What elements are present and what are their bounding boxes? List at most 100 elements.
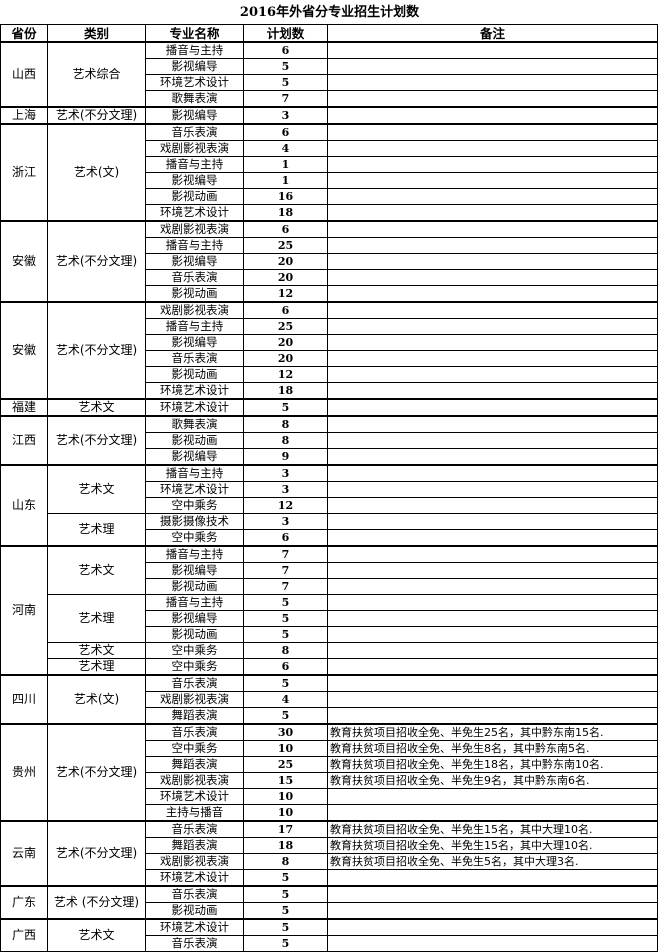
table-row: 影视动画 12 xyxy=(1,366,658,383)
major-cell: 音乐表演 xyxy=(145,935,244,952)
category-cell: 艺术理 xyxy=(47,658,146,676)
note-cell xyxy=(327,885,658,903)
note-cell xyxy=(327,626,658,643)
count-cell: 4 xyxy=(243,140,328,157)
major-cell: 摄影摄像技术 xyxy=(145,513,244,530)
major-cell: 戏剧影视表演 xyxy=(145,691,244,708)
table-row: 影视编导 20 xyxy=(1,334,658,351)
major-cell: 舞蹈表演 xyxy=(145,837,244,854)
count-cell: 20 xyxy=(243,350,328,367)
note-cell xyxy=(327,497,658,514)
major-cell: 音乐表演 xyxy=(145,123,244,141)
note-cell xyxy=(327,253,658,270)
category-cell: 艺术(文) xyxy=(47,123,146,222)
major-cell: 空中乘务 xyxy=(145,658,244,676)
major-cell: 空中乘务 xyxy=(145,642,244,659)
category-cell: 艺术(不分文理) xyxy=(47,220,146,303)
count-cell: 3 xyxy=(243,106,328,125)
note-cell xyxy=(327,106,658,125)
major-cell: 播音与主持 xyxy=(145,156,244,173)
table-row: 空中乘务 12 xyxy=(1,497,658,514)
province-cell: 安徽 xyxy=(0,301,48,400)
count-cell: 9 xyxy=(243,448,328,466)
note-cell: 教育扶贫项目招收全免、半免生8名，其中黔东南5名. xyxy=(327,740,658,757)
major-cell: 影视编导 xyxy=(145,610,244,627)
major-cell: 舞蹈表演 xyxy=(145,756,244,773)
category-cell: 艺术文 xyxy=(47,918,146,952)
major-cell: 影视编导 xyxy=(145,106,244,125)
category-cell: 艺术(不分文理) xyxy=(47,723,146,822)
major-cell: 环境艺术设计 xyxy=(145,788,244,805)
category-cell: 艺术文 xyxy=(47,464,146,514)
count-cell: 18 xyxy=(243,204,328,222)
table-row: 环境艺术设计 5 xyxy=(1,74,658,91)
note-cell: 教育扶贫项目招收全免、半免生15名，其中大理10名. xyxy=(327,837,658,854)
count-cell: 7 xyxy=(243,578,328,595)
note-cell xyxy=(327,674,658,692)
count-cell: 5 xyxy=(243,918,328,936)
count-cell: 25 xyxy=(243,237,328,254)
table-row: 江西 艺术(不分文理) 歌舞表演 8 xyxy=(0,415,658,466)
note-cell: 教育扶贫项目招收全免、半免生25名，其中黔东南15名. xyxy=(327,723,658,741)
note-cell xyxy=(327,804,658,822)
count-cell: 5 xyxy=(243,707,328,725)
count-cell: 12 xyxy=(243,366,328,383)
count-cell: 10 xyxy=(243,740,328,757)
province-cell: 浙江 xyxy=(0,123,48,222)
count-cell: 20 xyxy=(243,334,328,351)
count-cell: 6 xyxy=(243,220,328,238)
major-cell: 播音与主持 xyxy=(145,41,244,59)
table-row: 贵州 艺术(不分文理) 音乐表演 30 教育扶贫项目招收全免、半免生25名，其中黔东南1… xyxy=(0,723,658,822)
category-cell: 艺术理 xyxy=(47,513,146,547)
note-cell xyxy=(327,58,658,75)
header-major: 专业名称 xyxy=(145,24,244,43)
table-row: 山东 艺术文 播音与主持 3 xyxy=(0,464,658,547)
count-cell: 5 xyxy=(243,58,328,75)
major-cell: 音乐表演 xyxy=(145,723,244,741)
table-row: 主持与播音 10 xyxy=(1,804,658,822)
major-cell: 空中乘务 xyxy=(145,529,244,547)
table-row: 广西 艺术文 环境艺术设计 5 xyxy=(0,918,658,952)
table-row: 浙江 艺术(文) 音乐表演 6 xyxy=(0,123,658,222)
table-row: 影视编导 5 xyxy=(1,58,658,75)
count-cell: 5 xyxy=(243,626,328,643)
note-cell xyxy=(327,935,658,952)
count-cell: 20 xyxy=(243,253,328,270)
major-cell: 戏剧影视表演 xyxy=(145,853,244,870)
note-cell xyxy=(327,90,658,108)
note-cell xyxy=(327,707,658,725)
count-cell: 17 xyxy=(243,820,328,838)
count-cell: 5 xyxy=(243,885,328,903)
major-cell: 音乐表演 xyxy=(145,885,244,903)
province-cell: 贵州 xyxy=(0,723,48,822)
count-cell: 5 xyxy=(243,610,328,627)
note-cell xyxy=(327,610,658,627)
note-cell xyxy=(327,220,658,238)
count-cell: 18 xyxy=(243,837,328,854)
header-category: 类别 xyxy=(47,24,146,43)
header-count: 计划数 xyxy=(243,24,328,43)
province-cell: 广东 xyxy=(0,885,48,920)
major-cell: 音乐表演 xyxy=(145,269,244,286)
count-cell: 6 xyxy=(243,123,328,141)
table-row: 艺术理 播音与主持 5 xyxy=(1,594,658,643)
count-cell: 16 xyxy=(243,188,328,205)
note-cell xyxy=(327,578,658,595)
major-cell: 环境艺术设计 xyxy=(145,382,244,400)
category-cell: 艺术综合 xyxy=(47,41,146,108)
count-cell: 10 xyxy=(243,788,328,805)
count-cell: 30 xyxy=(243,723,328,741)
major-cell: 影视动画 xyxy=(145,366,244,383)
note-cell xyxy=(327,140,658,157)
count-cell: 7 xyxy=(243,90,328,108)
note-cell: 教育扶贫项目招收全免、半免生9名，其中黔东南6名. xyxy=(327,772,658,789)
major-cell: 影视动画 xyxy=(145,626,244,643)
count-cell: 6 xyxy=(243,41,328,59)
major-cell: 空中乘务 xyxy=(145,740,244,757)
note-cell xyxy=(327,301,658,319)
note-cell xyxy=(327,545,658,563)
category-cell: 艺术(不分文理) xyxy=(47,820,146,887)
note-cell xyxy=(327,285,658,303)
major-cell: 环境艺术设计 xyxy=(145,918,244,936)
note-cell xyxy=(327,269,658,286)
